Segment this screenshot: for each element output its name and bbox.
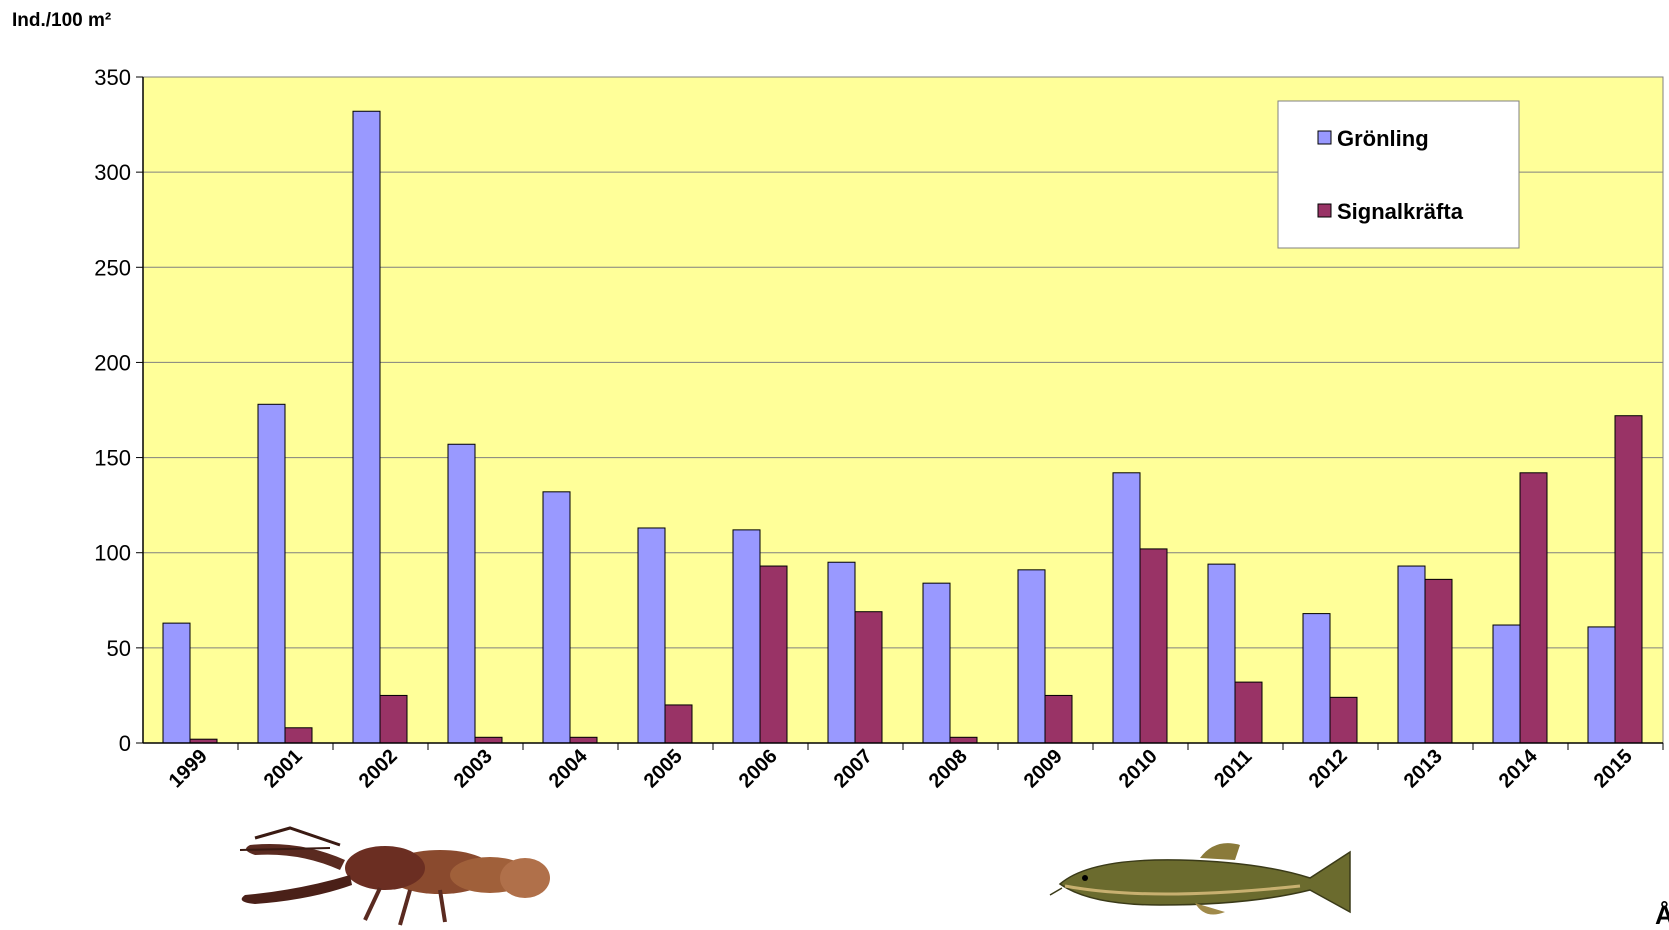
bar-gronling <box>1492 624 1521 744</box>
x-tick-label: 2015 <box>1590 745 1637 792</box>
bar-gronling <box>1397 565 1426 744</box>
x-tick-label: 2004 <box>545 745 593 793</box>
legend-label-signalkrafta: Signalkräfta <box>1337 199 1464 224</box>
bar-gronling <box>1112 472 1141 744</box>
x-tick-label: 2001 <box>260 745 307 792</box>
bar-gronling <box>1587 626 1616 744</box>
bar-signalkrafta <box>759 565 788 744</box>
crayfish-illustration <box>239 826 550 926</box>
y-tick-labels: 0 50 100 150 200 250 300 350 <box>94 65 143 756</box>
legend-swatch-gronling <box>1317 130 1332 145</box>
y-tick-label: 200 <box>94 350 131 375</box>
x-tick-labels: 1999 2001 2002 2003 2004 2005 2006 2007 2008 2009… <box>165 743 1664 793</box>
legend-label-gronling: Grönling <box>1337 126 1429 151</box>
bar-gronling <box>1302 613 1331 744</box>
x-tick-label: 2010 <box>1115 745 1162 792</box>
bar-signalkrafta <box>1139 548 1168 744</box>
x-tick-label: 2013 <box>1400 745 1447 792</box>
bar-gronling <box>637 527 666 744</box>
bar-gronling <box>1017 569 1046 744</box>
bar-signalkrafta <box>1044 694 1073 744</box>
fish-illustration <box>1049 843 1351 915</box>
x-tick-label: 2003 <box>450 745 497 792</box>
bar-signalkrafta <box>1329 696 1358 744</box>
x-tick-label: 2007 <box>830 745 877 792</box>
x-tick-label: 2002 <box>355 745 402 792</box>
x-tick-label: 2006 <box>735 745 782 792</box>
x-tick-label: 2012 <box>1305 745 1352 792</box>
y-tick-label: 300 <box>94 160 131 185</box>
legend-box <box>1277 100 1520 249</box>
x-tick-label: 2014 <box>1495 745 1543 793</box>
bar-signalkrafta <box>379 694 408 744</box>
x-tick-label: 2011 <box>1210 746 1256 792</box>
x-tick-label: 2009 <box>1020 745 1067 792</box>
bar-signalkrafta <box>949 736 978 744</box>
bar-gronling <box>1207 563 1236 744</box>
x-tick-label: 1999 <box>165 745 212 792</box>
bar-signalkrafta <box>569 736 598 744</box>
y-axis-label: Ind./100 m² <box>12 10 111 31</box>
bar-gronling <box>827 561 856 744</box>
bar-gronling <box>542 491 571 744</box>
bar-gronling <box>732 529 761 744</box>
y-tick-label: 350 <box>94 65 131 90</box>
bar-signalkrafta <box>664 704 693 744</box>
bar-signalkrafta <box>474 736 503 744</box>
y-tick-label: 100 <box>94 541 131 566</box>
x-axis-label-partial: Å <box>1655 900 1669 930</box>
x-tick-label: 2005 <box>640 745 687 792</box>
bar-signalkrafta <box>1234 681 1263 744</box>
y-tick-label: 0 <box>119 731 131 756</box>
bar-signalkrafta <box>1614 415 1643 744</box>
legend-swatch-signalkrafta <box>1317 203 1332 218</box>
bar-gronling <box>257 403 286 744</box>
bar-signalkrafta <box>284 727 313 744</box>
bar-gronling <box>162 622 191 744</box>
x-tick-label: 2008 <box>925 745 972 792</box>
y-tick-label: 250 <box>94 255 131 280</box>
bar-signalkrafta <box>1424 578 1453 744</box>
bar-signalkrafta <box>854 611 883 744</box>
bar-gronling <box>447 443 476 744</box>
bar-gronling <box>922 582 951 744</box>
y-tick-label: 150 <box>94 446 131 471</box>
bar-signalkrafta <box>1519 472 1548 744</box>
y-tick-label: 50 <box>107 636 131 661</box>
bar-gronling <box>352 110 381 744</box>
legend: Grönling Signalkräfta <box>1277 100 1520 249</box>
